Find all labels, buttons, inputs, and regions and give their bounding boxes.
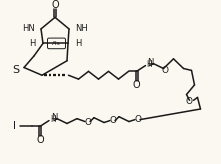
Text: O: O — [161, 66, 168, 75]
Text: NH: NH — [75, 24, 88, 33]
Text: Als: Als — [52, 41, 61, 46]
Text: I: I — [13, 121, 17, 131]
Text: O: O — [36, 135, 44, 145]
Text: O: O — [135, 115, 141, 124]
Text: N: N — [51, 113, 57, 122]
Text: N: N — [147, 58, 154, 67]
Text: H: H — [50, 115, 56, 124]
Text: HN: HN — [22, 24, 35, 33]
Text: O: O — [84, 118, 91, 127]
Text: H: H — [75, 39, 81, 48]
Text: O: O — [186, 97, 193, 106]
Text: H: H — [147, 60, 152, 69]
Text: O: O — [133, 80, 140, 90]
Text: S: S — [12, 65, 19, 75]
Text: H: H — [30, 39, 36, 48]
Text: O: O — [109, 116, 116, 125]
Text: O: O — [51, 0, 59, 10]
FancyBboxPatch shape — [48, 38, 65, 49]
